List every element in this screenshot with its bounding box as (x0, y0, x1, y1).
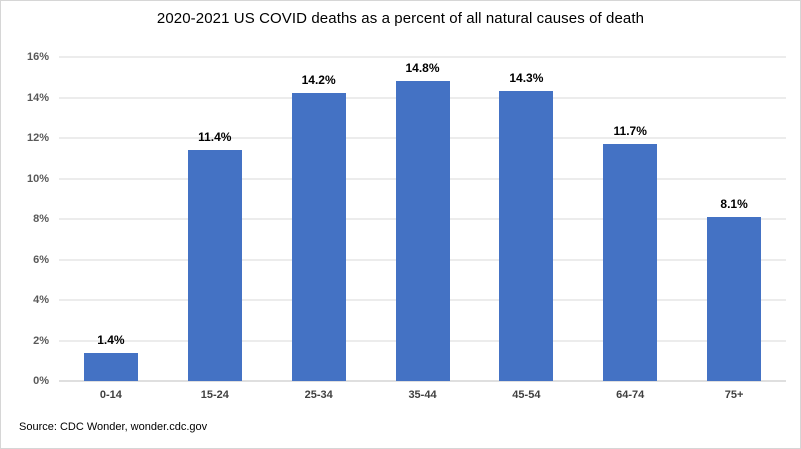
gridline (59, 380, 786, 382)
bar-value-label: 14.2% (301, 73, 336, 88)
y-tick-label: 4% (33, 294, 49, 306)
x-tick-label: 75+ (724, 389, 744, 401)
bar-slot: 14.3% (474, 57, 578, 381)
bar-slot: 14.8% (371, 57, 475, 381)
gridline (59, 56, 786, 58)
bar-value-label: 14.3% (509, 71, 544, 86)
bar-slot: 1.4% (59, 57, 163, 381)
x-tick-label: 0-14 (99, 389, 122, 401)
x-tick-label: 15-24 (200, 389, 229, 401)
bar (603, 144, 658, 381)
x-tick-label: 35-44 (408, 389, 437, 401)
y-tick-label: 10% (26, 172, 49, 185)
bar-value-label: 14.8% (405, 61, 440, 76)
bar-value-label: 1.4% (97, 332, 125, 347)
y-tick-label: 16% (26, 51, 49, 63)
bar (499, 91, 554, 381)
y-tick-label: 2% (33, 334, 49, 347)
bar (291, 93, 346, 381)
bar-slot: 11.7% (578, 57, 682, 381)
y-axis: 0% 2% 4% 6% 8% 10% 12% 14% 16% (1, 51, 49, 387)
bar-slot: 8.1% (682, 57, 786, 381)
x-axis: 0-14 15-24 25-34 35-44 45-54 64-74 75+ (59, 389, 786, 401)
bar-value-label: 11.4% (198, 130, 232, 145)
bar-slot: 11.4% (163, 57, 267, 381)
bars: 1.4% 11.4% 14.2% 14.8% 14.3% 11.7% 8.1% (59, 57, 786, 381)
x-tick-label: 45-54 (512, 389, 541, 401)
y-tick-label: 0% (33, 375, 49, 387)
chart-title: 2020-2021 US COVID deaths as a percent o… (156, 10, 645, 27)
x-tick-label: 64-74 (616, 389, 645, 401)
y-tick-label: 6% (33, 253, 49, 266)
bar (395, 81, 450, 381)
y-tick-label: 14% (26, 91, 49, 104)
x-tick-label: 25-34 (304, 389, 333, 401)
bar (707, 216, 762, 381)
bar-value-label: 11.7% (613, 124, 647, 139)
bar (83, 352, 138, 381)
bar (187, 150, 242, 381)
y-tick-label: 8% (33, 213, 49, 225)
source-note: Source: CDC Wonder, wonder.cdc.gov (19, 421, 208, 433)
bar-slot: 14.2% (267, 57, 371, 381)
bar-value-label: 8.1% (720, 196, 748, 211)
y-tick-label: 12% (26, 132, 49, 144)
